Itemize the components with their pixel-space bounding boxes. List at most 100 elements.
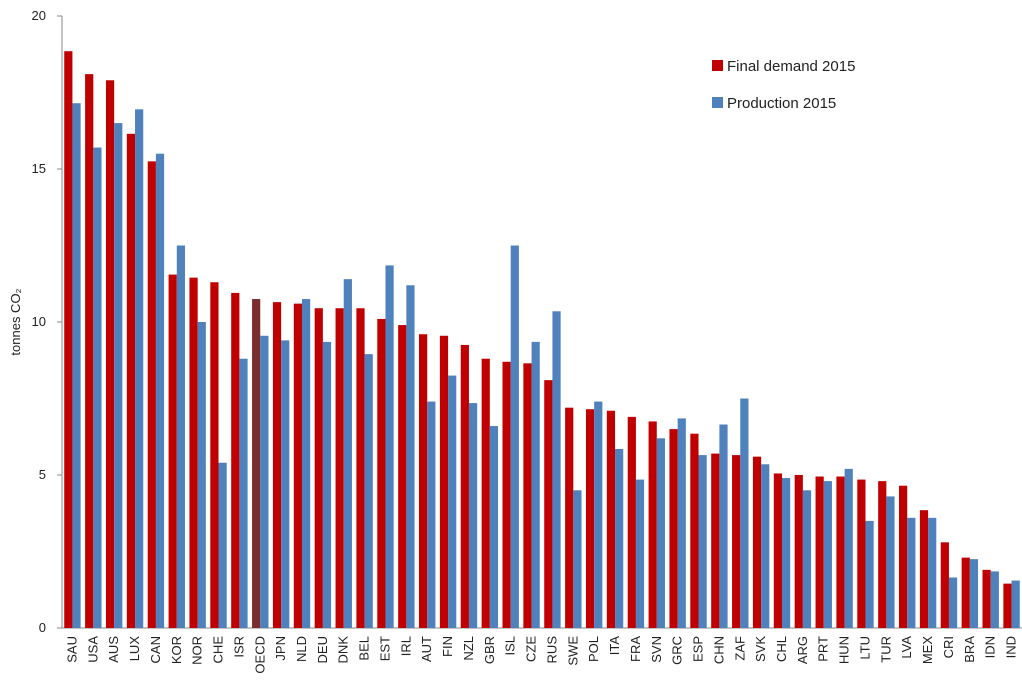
bar — [919, 510, 929, 628]
x-tick-label: BEL — [357, 636, 372, 661]
x-tick-label: BRA — [962, 636, 977, 663]
x-tick-label: HUN — [837, 636, 852, 664]
bar — [615, 448, 624, 628]
bar — [677, 418, 686, 628]
legend-swatch — [712, 97, 723, 108]
bar — [585, 409, 595, 628]
bar — [565, 407, 574, 628]
bar — [773, 473, 782, 628]
bar — [961, 557, 970, 628]
bar — [260, 335, 269, 628]
x-tick-label: ARG — [795, 636, 810, 664]
x-tick-label: GRC — [670, 636, 685, 665]
bar — [231, 292, 240, 628]
bar — [176, 245, 185, 628]
x-tick-label: IDN — [983, 636, 998, 658]
x-tick-label: USA — [85, 636, 100, 663]
bar — [544, 380, 553, 628]
bar — [272, 302, 282, 628]
y-tick-label: 15 — [32, 161, 46, 176]
bar — [948, 577, 958, 628]
bar — [698, 455, 707, 628]
bar — [635, 479, 645, 628]
x-tick-label: NZL — [461, 636, 476, 661]
bar — [72, 103, 81, 628]
x-tick-label: POL — [586, 636, 601, 662]
bar — [531, 341, 540, 628]
bar — [439, 335, 449, 628]
x-tick-label: SAU — [64, 636, 79, 663]
x-tick-label: CAN — [148, 636, 163, 663]
bar — [252, 299, 261, 628]
x-tick-label: NLD — [294, 636, 309, 662]
bar — [878, 481, 887, 628]
bar — [197, 322, 206, 628]
bar — [815, 476, 824, 628]
legend-swatch — [712, 60, 723, 71]
bar — [114, 123, 123, 628]
x-tick-label: ISL — [503, 636, 518, 656]
bar — [210, 282, 219, 628]
bar — [481, 358, 490, 628]
bar — [844, 468, 853, 628]
x-tick-label: TUR — [878, 636, 893, 663]
x-tick-label: LUX — [127, 636, 142, 662]
x-tick-label: AUT — [419, 636, 434, 662]
bar — [969, 559, 979, 628]
y-tick-label: 10 — [32, 314, 46, 329]
bar — [64, 51, 73, 628]
x-tick-label: CHE — [211, 636, 226, 664]
x-tick-label: MEX — [920, 636, 935, 665]
y-tick-label: 0 — [39, 620, 46, 635]
x-tick-label: OECD — [252, 636, 267, 674]
bar — [899, 485, 908, 628]
bar — [606, 410, 616, 628]
x-tick-label: CRI — [941, 636, 956, 658]
x-tick-label: SVN — [649, 636, 664, 663]
bar — [293, 303, 302, 628]
bar — [794, 475, 803, 628]
legend-label: Production 2015 — [727, 95, 836, 112]
bar — [740, 398, 749, 628]
bar — [398, 325, 407, 628]
bar — [990, 571, 999, 628]
bar — [510, 245, 519, 628]
x-tick-label: GBR — [482, 636, 497, 664]
x-tick-label: LTU — [857, 636, 872, 660]
x-tick-label: PRT — [816, 636, 831, 662]
x-tick-label: ESP — [691, 636, 706, 662]
bar — [489, 426, 499, 628]
y-tick-label: 20 — [32, 8, 46, 23]
x-tick-label: IND — [1004, 636, 1019, 658]
x-tick-label: CHL — [774, 636, 789, 662]
bar — [239, 358, 248, 628]
bar — [155, 153, 165, 628]
bar — [335, 308, 344, 628]
bar — [1003, 583, 1012, 628]
bar — [648, 421, 657, 628]
legend-label: Final demand 2015 — [727, 58, 855, 75]
bar — [711, 453, 720, 628]
bar — [719, 424, 728, 628]
bar — [406, 285, 415, 628]
bar — [218, 462, 227, 628]
bar — [940, 542, 949, 628]
x-tick-label: EST — [377, 636, 392, 661]
x-tick-label: FIN — [440, 636, 455, 657]
x-tick-label: CHN — [711, 636, 726, 664]
bar — [377, 318, 386, 628]
x-tick-label: DNK — [336, 636, 351, 664]
bar — [865, 520, 874, 628]
bar — [468, 403, 478, 628]
x-tick-label: DEU — [315, 636, 330, 663]
bar — [752, 456, 762, 628]
x-tick-label: FRA — [628, 636, 643, 662]
bar — [385, 265, 394, 628]
bar — [802, 490, 812, 628]
bar — [322, 341, 332, 628]
bar — [147, 161, 156, 628]
bar — [928, 517, 937, 628]
y-axis-label: tonnes CO₂ — [8, 288, 23, 355]
x-tick-label: SVK — [753, 636, 768, 662]
